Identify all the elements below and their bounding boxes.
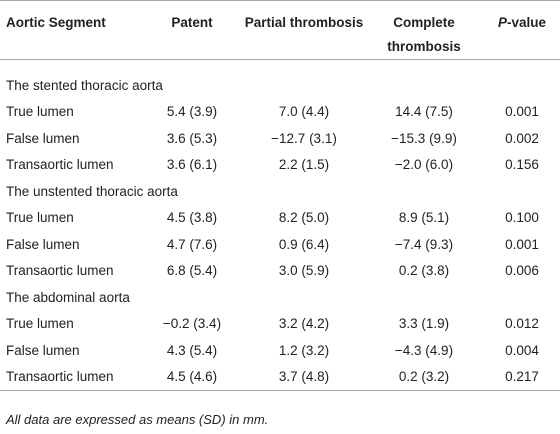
section-heading-row: The abdominal aorta bbox=[0, 284, 560, 311]
cell-p-value: 0.006 bbox=[505, 263, 539, 279]
table-row: Transaortic lumen 4.5 (4.6) 3.7 (4.8) 0.2 (… bbox=[0, 363, 560, 391]
header-row: Aortic Segment Patent Partial thrombosis… bbox=[0, 0, 560, 60]
section-heading-row: The stented thoracic aorta bbox=[0, 72, 560, 99]
cell-p-value: 0.002 bbox=[505, 130, 539, 146]
cell-complete-thrombosis: −7.4 (9.3) bbox=[394, 236, 454, 252]
cell-patent: −0.2 (3.4) bbox=[162, 316, 222, 332]
cell-p-value: 0.001 bbox=[505, 236, 539, 252]
section-heading: The stented thoracic aorta bbox=[6, 77, 163, 93]
header-aortic-segment: Aortic Segment bbox=[0, 0, 140, 60]
cell-patent: 4.5 (4.6) bbox=[140, 363, 244, 391]
row-label: True lumen bbox=[6, 104, 74, 120]
header-complete-thrombosis: Complete thrombosis bbox=[364, 0, 484, 60]
cell-patent: 6.8 (5.4) bbox=[166, 263, 218, 279]
table-row: False lumen 3.6 (5.3) −12.7 (3.1) −15.3 (9.… bbox=[0, 125, 560, 152]
table-row: Transaortic lumen 6.8 (5.4) 3.0 (5.9) 0.2 (… bbox=[0, 258, 560, 285]
cell-complete-thrombosis: −4.3 (4.9) bbox=[394, 342, 454, 358]
cell-complete-thrombosis: 0.2 (3.8) bbox=[398, 263, 450, 279]
table-row: False lumen 4.3 (5.4) 1.2 (3.2) −4.3 (4.9) 0… bbox=[0, 337, 560, 364]
cell-partial-thrombosis: 3.2 (4.2) bbox=[278, 316, 330, 332]
table-body: The stented thoracic aorta True lumen 5.4 … bbox=[0, 60, 560, 391]
table-header: Aortic Segment Patent Partial thrombosis… bbox=[0, 0, 560, 60]
cell-p-value: 0.004 bbox=[505, 342, 539, 358]
table-row: Transaortic lumen 3.6 (6.1) 2.2 (1.5) −2.0 … bbox=[0, 152, 560, 179]
footnote: All data are expressed as means (SD) in … bbox=[6, 412, 269, 427]
cell-complete-thrombosis: 14.4 (7.5) bbox=[395, 104, 453, 120]
spacer-row bbox=[0, 60, 560, 73]
section-heading-row: The unstented thoracic aorta bbox=[0, 178, 560, 205]
cell-partial-thrombosis: 3.7 (4.8) bbox=[244, 363, 364, 391]
row-label: Transaortic lumen bbox=[6, 157, 114, 173]
row-label: False lumen bbox=[6, 342, 80, 358]
row-label: Transaortic lumen bbox=[6, 263, 114, 279]
section-heading: The unstented thoracic aorta bbox=[6, 183, 178, 199]
cell-complete-thrombosis: −15.3 (9.9) bbox=[391, 130, 457, 146]
header-patent: Patent bbox=[140, 0, 244, 60]
cell-p-value: 0.217 bbox=[484, 363, 560, 391]
cell-complete-thrombosis: 8.9 (5.1) bbox=[398, 210, 450, 226]
cell-p-value: 0.012 bbox=[505, 316, 539, 332]
cell-patent: 3.6 (6.1) bbox=[166, 157, 218, 173]
cell-partial-thrombosis: −12.7 (3.1) bbox=[271, 130, 337, 146]
cell-complete-thrombosis: 3.3 (1.9) bbox=[398, 316, 450, 332]
cell-partial-thrombosis: 0.9 (6.4) bbox=[278, 236, 330, 252]
cell-partial-thrombosis: 8.2 (5.0) bbox=[278, 210, 330, 226]
cell-patent: 4.5 (3.8) bbox=[166, 210, 218, 226]
cell-partial-thrombosis: 1.2 (3.2) bbox=[278, 342, 330, 358]
table-row: True lumen −0.2 (3.4) 3.2 (4.2) 3.3 (1.9) 0.… bbox=[0, 311, 560, 338]
row-label: True lumen bbox=[6, 316, 74, 332]
cell-partial-thrombosis: 2.2 (1.5) bbox=[278, 157, 330, 173]
cell-p-value: 0.156 bbox=[505, 157, 539, 173]
section-heading: The abdominal aorta bbox=[6, 289, 130, 305]
header-partial-thrombosis: Partial thrombosis bbox=[244, 0, 364, 60]
cell-complete-thrombosis: 0.2 (3.2) bbox=[364, 363, 484, 391]
header-p-italic: P bbox=[497, 15, 507, 30]
table-row: False lumen 4.7 (7.6) 0.9 (6.4) −7.4 (9.3) 0… bbox=[0, 231, 560, 258]
cell-partial-thrombosis: 3.0 (5.9) bbox=[278, 263, 330, 279]
cell-partial-thrombosis: 7.0 (4.4) bbox=[278, 104, 330, 120]
cell-patent: 4.7 (7.6) bbox=[166, 236, 218, 252]
cell-p-value: 0.100 bbox=[505, 210, 539, 226]
header-p-suffix: -value bbox=[506, 15, 547, 30]
cell-patent: 4.3 (5.4) bbox=[166, 342, 218, 358]
table-row: True lumen 4.5 (3.8) 8.2 (5.0) 8.9 (5.1) 0.1… bbox=[0, 205, 560, 232]
table-row: True lumen 5.4 (3.9) 7.0 (4.4) 14.4 (7.5) 0.… bbox=[0, 99, 560, 126]
cell-complete-thrombosis: −2.0 (6.0) bbox=[394, 157, 454, 173]
data-table: Aortic Segment Patent Partial thrombosis… bbox=[0, 0, 560, 391]
header-p-value: P-value bbox=[484, 0, 560, 60]
row-label: False lumen bbox=[6, 236, 80, 252]
cell-patent: 5.4 (3.9) bbox=[166, 104, 218, 120]
row-label: Transaortic lumen bbox=[0, 363, 140, 391]
row-label: False lumen bbox=[6, 130, 80, 146]
cell-patent: 3.6 (5.3) bbox=[166, 130, 218, 146]
cell-p-value: 0.001 bbox=[505, 104, 539, 120]
row-label: True lumen bbox=[6, 210, 74, 226]
